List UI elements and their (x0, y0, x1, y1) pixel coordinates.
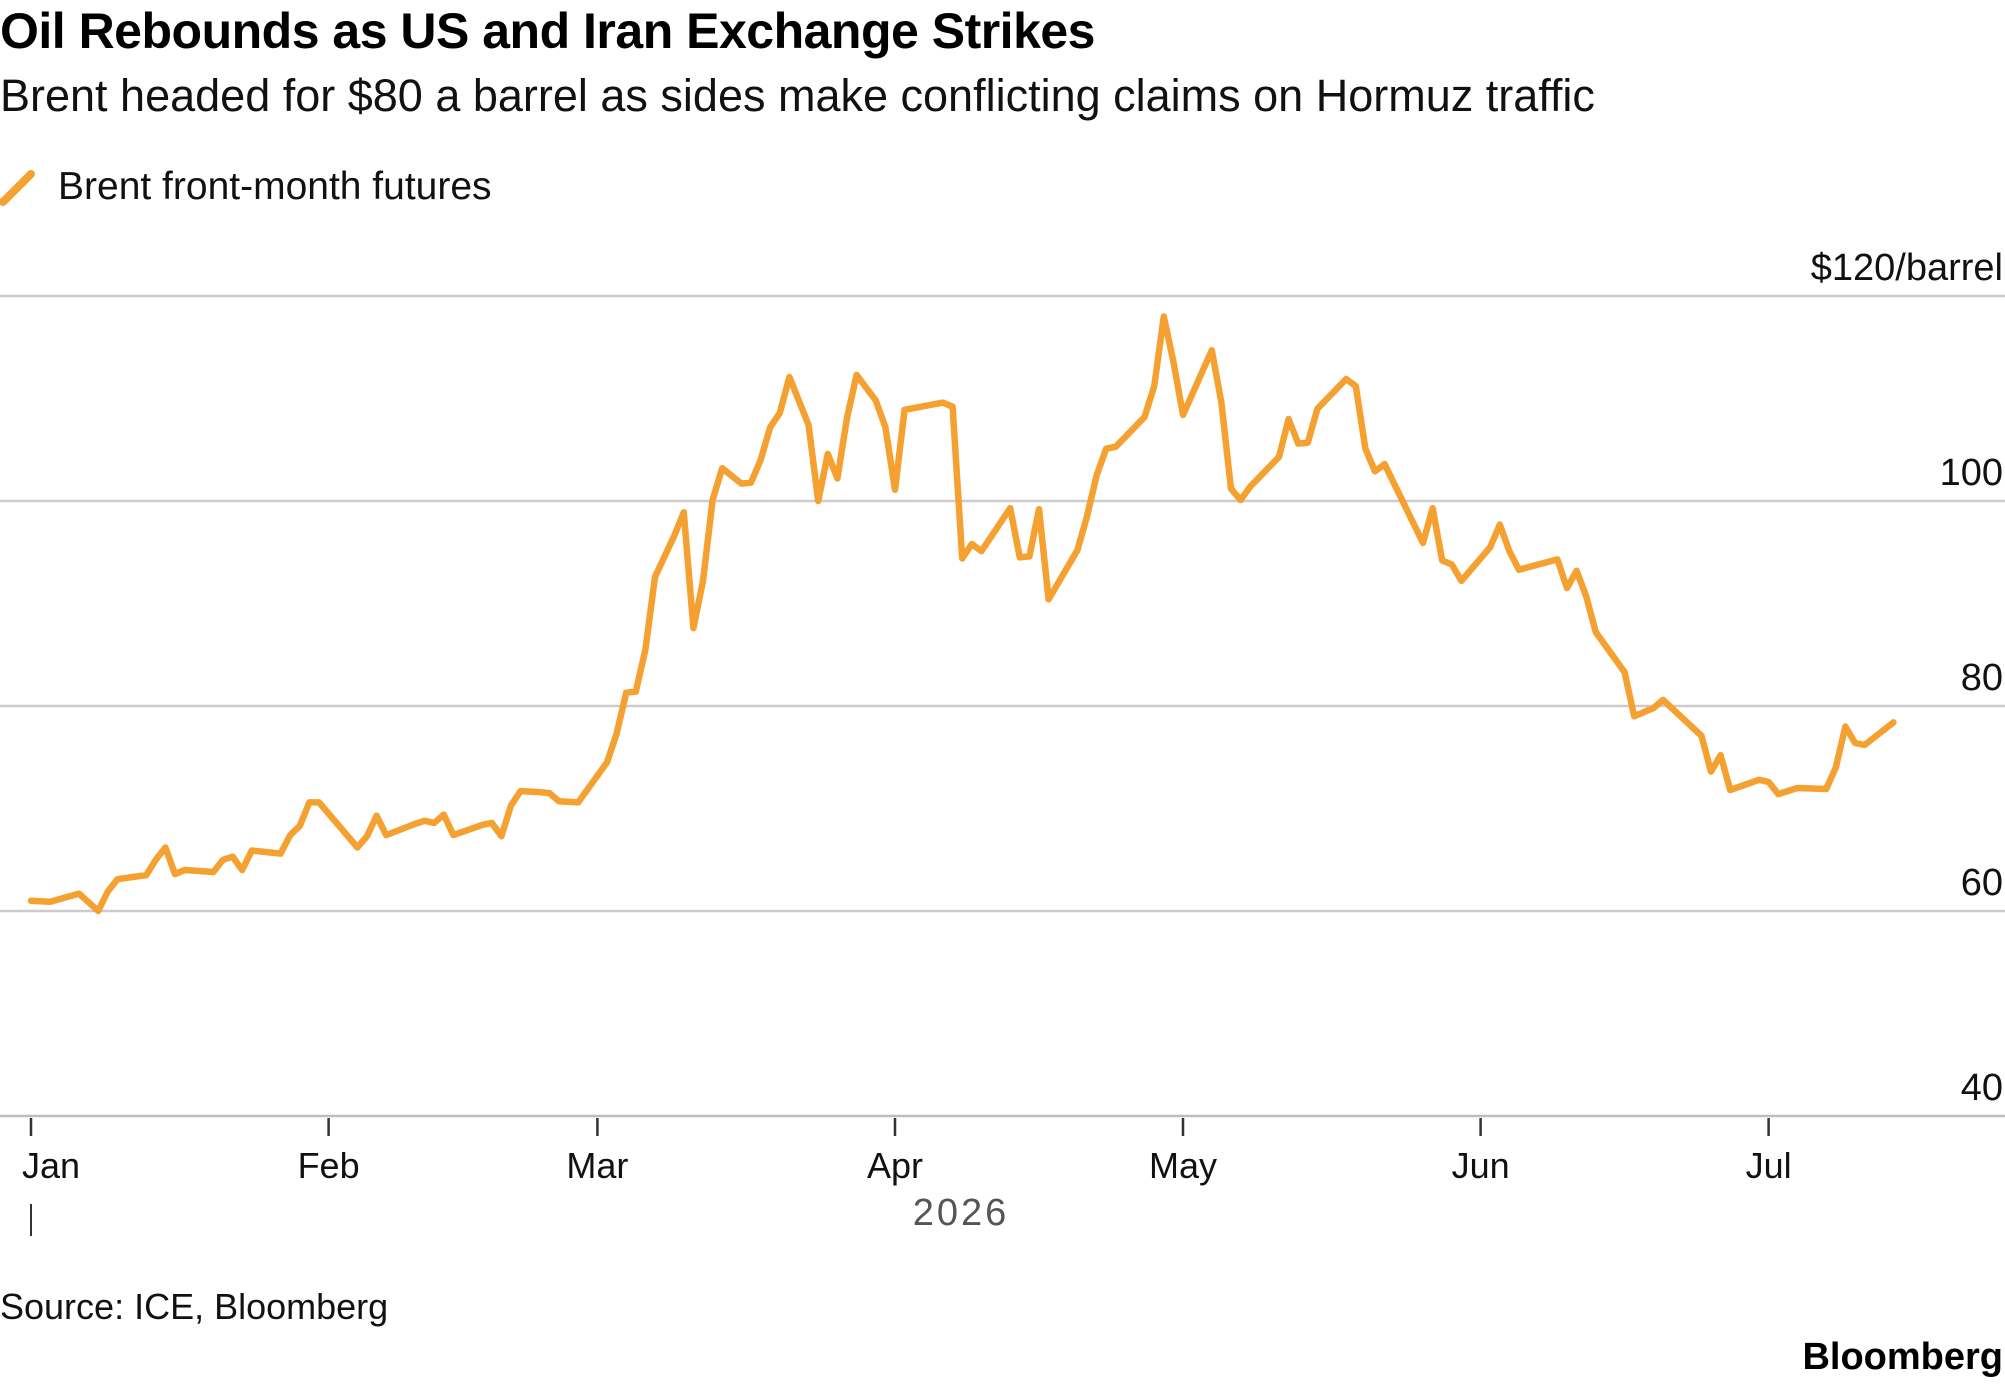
chart-subtitle: Brent headed for $80 a barrel as sides m… (0, 70, 1595, 121)
y-tick-label: 60 (1961, 862, 2003, 904)
y-tick-label: 100 (1940, 452, 2003, 494)
chart-title: Oil Rebounds as US and Iran Exchange Str… (0, 3, 1096, 59)
y-tick-label: 40 (1961, 1067, 2003, 1109)
y-axis: $120/barrel 100 80 60 40 (1811, 247, 2003, 1109)
legend-label: Brent front-month futures (58, 165, 492, 208)
source-note: Source: ICE, Bloomberg (0, 1286, 389, 1327)
bloomberg-logo: Bloomberg (1802, 1336, 2003, 1378)
x-year-label: 2026 (913, 1192, 1010, 1234)
x-axis: Jan Feb Mar Apr May Jun Jul 2026 (22, 1118, 1792, 1236)
grid-lines (0, 294, 2005, 1118)
x-tick-label: May (1149, 1145, 1217, 1186)
series-line-brent (27, 313, 1897, 915)
x-tick-label: Feb (298, 1145, 360, 1186)
series-layer (27, 313, 1897, 915)
x-tick-label: Mar (566, 1145, 628, 1186)
y-tick-label: $120/barrel (1811, 247, 2003, 289)
legend: Brent front-month futures (0, 162, 492, 212)
x-tick-label: Jul (1746, 1145, 1792, 1186)
x-tick-label: Jan (22, 1145, 80, 1186)
y-tick-label: 80 (1961, 657, 2003, 699)
x-tick-label: Jun (1452, 1145, 1510, 1186)
x-tick-label: Apr (867, 1145, 923, 1186)
legend-swatch-icon (0, 165, 44, 209)
